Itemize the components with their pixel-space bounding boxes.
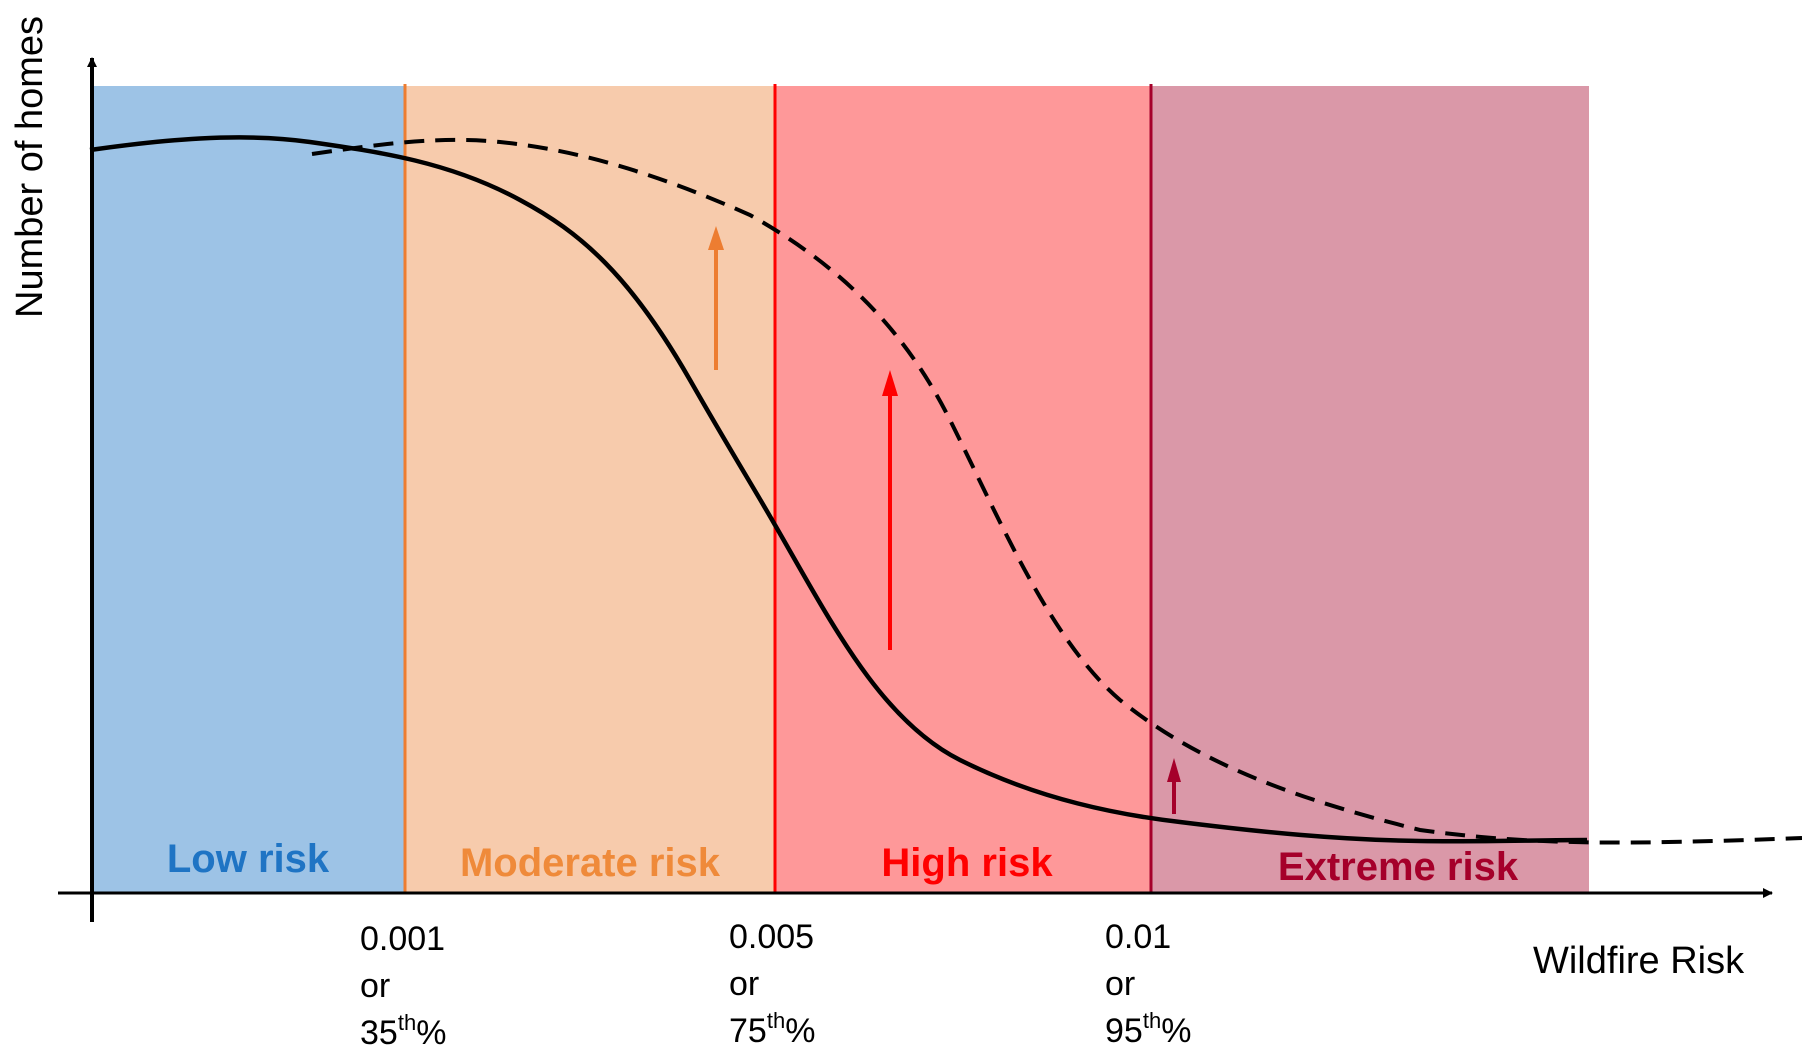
zone-high-risk (775, 86, 1151, 893)
tick-percentile: 75th% (729, 1008, 815, 1050)
zone-low-risk (92, 86, 405, 893)
high-shift-arrow (882, 370, 898, 650)
zone-label-moderate: Moderate risk (460, 841, 721, 885)
tick-percentile: 35th% (360, 1010, 446, 1052)
tick-value: 0.005 (729, 918, 814, 956)
y-axis-label: Number of homes (9, 16, 51, 318)
moderate-shift-arrow (708, 226, 724, 370)
tick-label-0005: 0.005 or 75th% (729, 918, 815, 1050)
tick-percentile: 95th% (1105, 1008, 1191, 1050)
zone-label-extreme: Extreme risk (1278, 845, 1519, 889)
zone-moderate-risk (405, 86, 775, 893)
zone-extreme-risk (1151, 86, 1589, 893)
tick-connector: or (729, 965, 759, 1003)
tick-connector: or (360, 967, 390, 1005)
zone-label-high: High risk (881, 841, 1053, 885)
current-distribution-curve (89, 135, 1588, 844)
x-axis-label: Wildfire Risk (1533, 940, 1745, 982)
shifted-distribution-curve (311, 137, 1802, 845)
tick-label-0001: 0.001 or 35th% (360, 920, 446, 1052)
tick-connector: or (1105, 965, 1135, 1003)
tick-value: 0.01 (1105, 918, 1171, 956)
zone-label-low: Low risk (167, 837, 330, 881)
extreme-shift-arrow (1167, 758, 1181, 814)
tick-label-001: 0.01 or 95th% (1105, 918, 1191, 1050)
tick-value: 0.001 (360, 920, 445, 958)
